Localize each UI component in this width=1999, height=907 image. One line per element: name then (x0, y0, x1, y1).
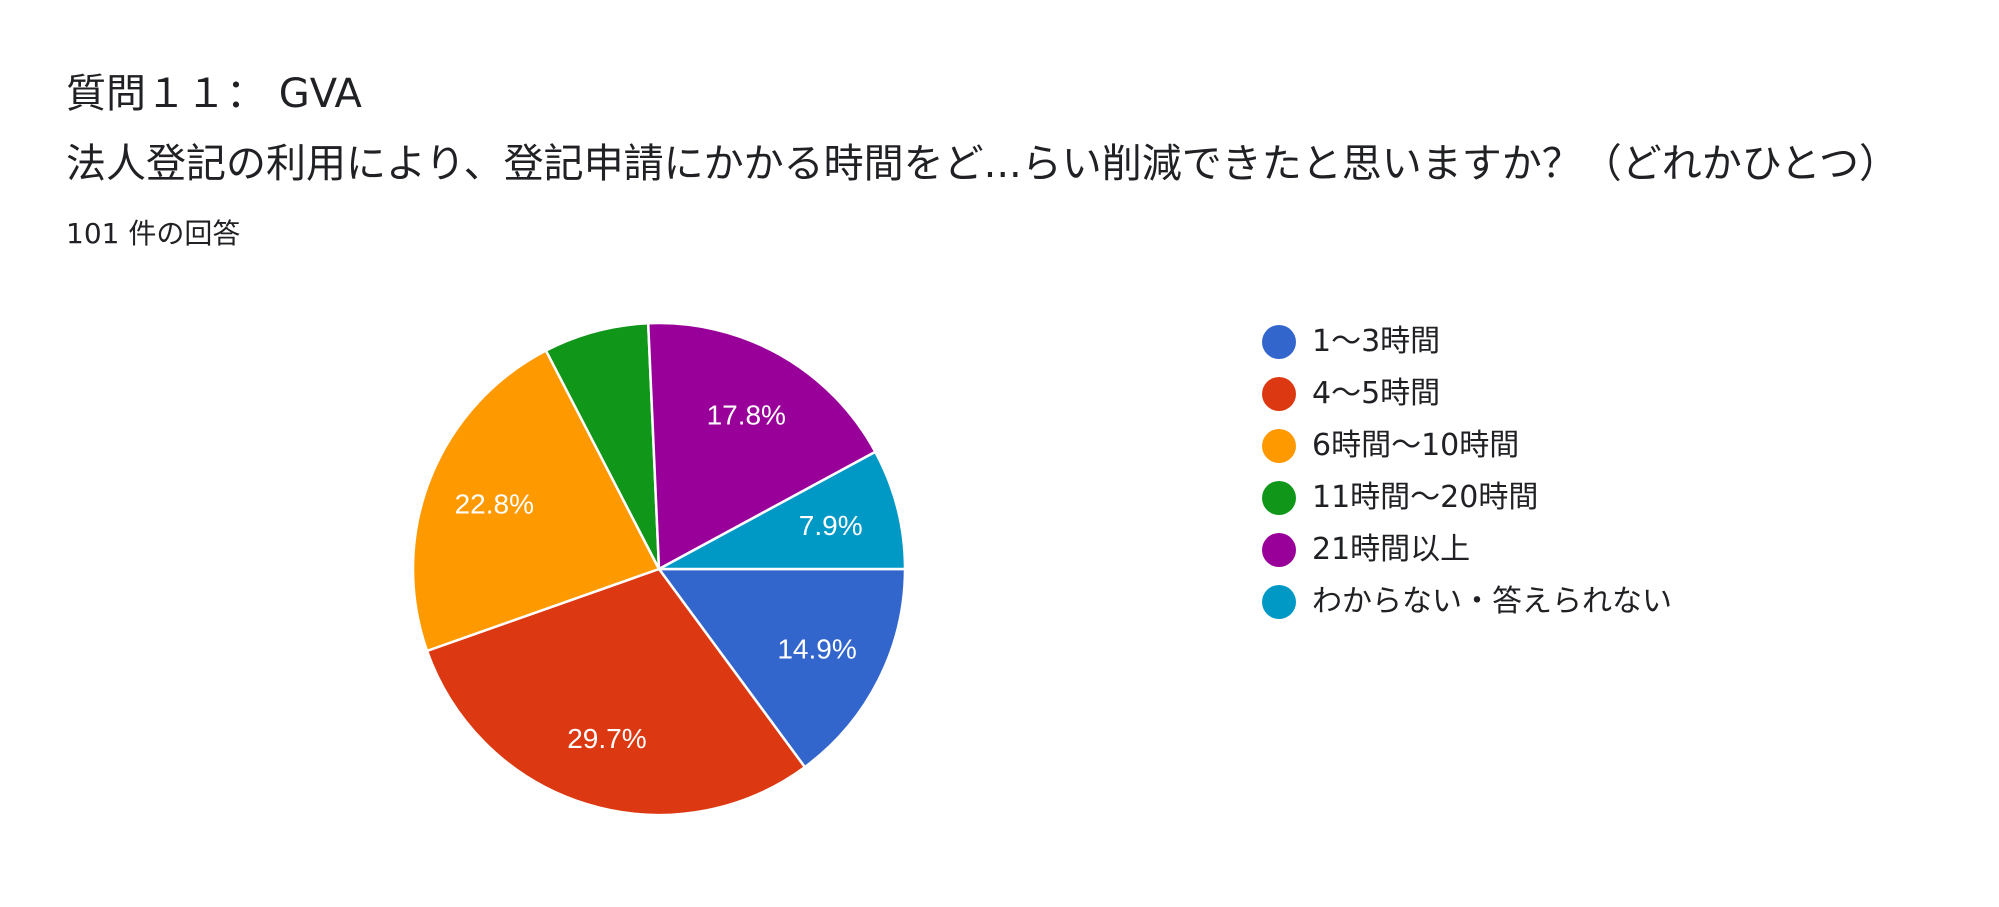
slice-percent-label: 14.9% (777, 633, 856, 664)
legend-label: 6時間〜10時間 (1312, 428, 1520, 463)
chart-header: 質問１１： GVA 法人登記の利用により、登記申請にかかる時間をど...らい削減… (66, 66, 1966, 254)
pie-slice (646, 321, 878, 572)
legend-swatch (1262, 533, 1296, 567)
legend-label: 4〜5時間 (1312, 376, 1441, 411)
legend-item: 21時間以上 (1262, 524, 1672, 576)
legend-swatch (1262, 429, 1296, 463)
legend-label: 11時間〜20時間 (1312, 480, 1539, 515)
pie-slice (544, 321, 661, 570)
legend-swatch (1262, 325, 1296, 359)
legend-swatch (1262, 377, 1296, 411)
response-count: 101 件の回答 (66, 217, 241, 250)
legend-label: わからない・答えられない (1312, 584, 1672, 619)
question-title: 質問１１： GVA (66, 71, 362, 117)
legend-item: 4〜5時間 (1262, 368, 1672, 420)
pie-slice (658, 450, 907, 571)
legend-label: 1〜3時間 (1312, 324, 1441, 359)
pie-slice (656, 567, 907, 769)
pie-slice (411, 348, 661, 653)
legend-item: 6時間〜10時間 (1262, 420, 1672, 472)
legend-item: わからない・答えられない (1262, 576, 1672, 628)
legend-label: 21時間以上 (1312, 532, 1471, 567)
legend-swatch (1262, 585, 1296, 619)
question-subtitle: 法人登記の利用により、登記申請にかかる時間をど...らい削減できたと思いますか？… (66, 141, 1899, 187)
slice-percent-label: 7.9% (799, 510, 863, 541)
legend-item: 11時間〜20時間 (1262, 472, 1672, 524)
legend-item: 1〜3時間 (1262, 316, 1672, 368)
slice-percent-label: 17.8% (707, 399, 786, 430)
chart-legend: 1〜3時間 4〜5時間 6時間〜10時間 11時間〜20時間 21時間以上わからない・答… (1262, 316, 1672, 628)
slice-percent-label: 22.8% (455, 488, 534, 519)
pie-slice (425, 567, 807, 817)
slice-percent-label: 29.7% (567, 723, 646, 754)
legend-swatch (1262, 481, 1296, 515)
